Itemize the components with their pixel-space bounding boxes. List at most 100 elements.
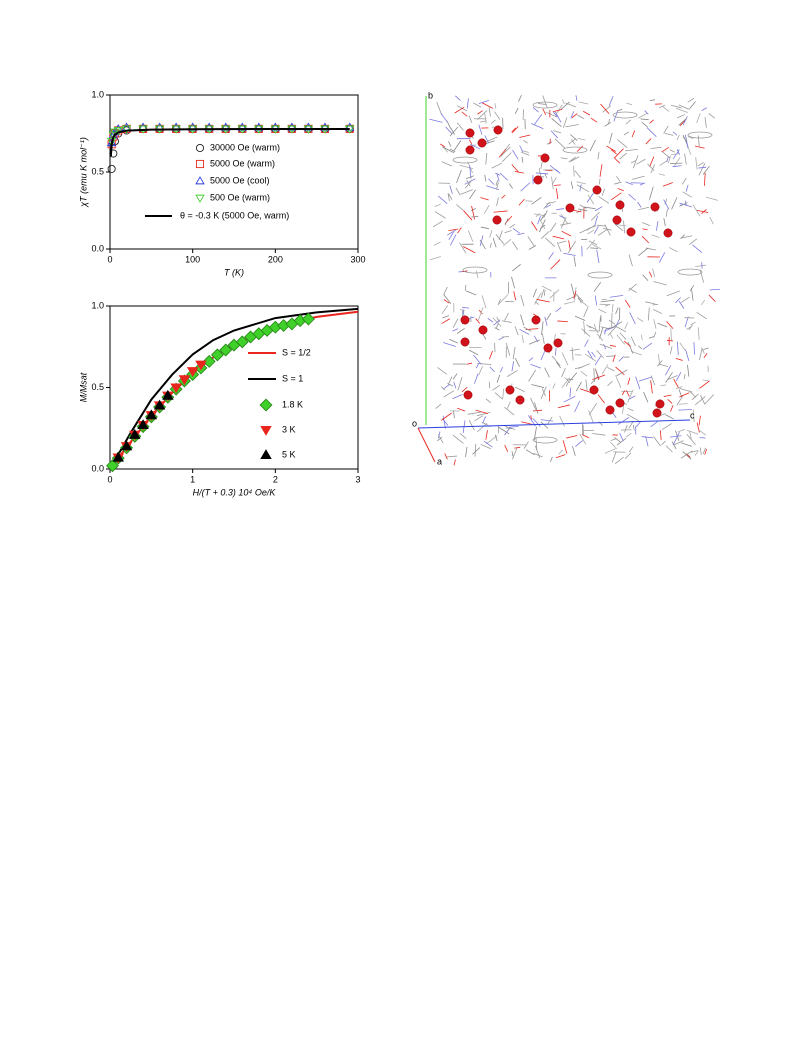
bond [610,192,622,201]
ring [452,156,478,164]
bond [541,231,550,239]
bond [699,437,706,439]
bond [509,223,516,229]
bond [641,121,648,128]
bond [685,349,690,362]
oxygen-atom [615,200,625,210]
bond [696,113,701,124]
bond [481,295,487,309]
bond [617,417,630,425]
bond [630,160,636,164]
bond [694,450,699,456]
bond [442,315,450,319]
bond [615,375,622,388]
marker [178,375,191,386]
bond [679,342,686,351]
bond [498,337,504,341]
bond [675,430,680,441]
bond [546,201,556,205]
bond [699,269,705,283]
bond [591,351,596,358]
bond [668,247,678,253]
bond [442,418,449,426]
bond [528,369,537,382]
bond [669,346,673,355]
bond [687,98,695,103]
bond [563,252,576,256]
bond [560,222,572,226]
bond [441,146,455,154]
bond [592,433,606,436]
bond [576,210,582,214]
bond [619,332,627,340]
bond [568,372,578,382]
bond [631,130,636,138]
legend-label: 30000 Oe (warm) [210,142,280,152]
bond [557,320,568,323]
bond [462,306,470,309]
bond [615,366,625,376]
bond [539,219,546,230]
c-axis [417,419,691,429]
axis-label: o [412,418,417,428]
bond [653,319,657,329]
bond [692,204,701,217]
ring [612,111,638,119]
bond [555,347,557,356]
bond [641,236,650,244]
oxygen-atom [652,408,662,418]
bond [561,377,571,388]
bond [534,445,541,459]
bond [463,210,473,221]
bond [632,155,639,169]
bond [573,291,577,299]
bond [447,382,454,387]
bond [531,384,545,388]
bond [545,237,556,247]
bond [550,130,559,139]
bond [464,178,476,185]
bond [511,446,518,460]
bond [437,367,448,375]
bond [676,149,680,155]
bond [536,298,550,303]
bond [628,420,634,429]
bond [636,421,641,428]
marker [107,164,116,173]
bond [469,139,473,145]
bond [485,435,498,445]
bond [494,434,498,442]
bond [563,395,576,403]
bond [472,102,482,108]
bond [558,449,563,455]
bond [433,241,441,246]
bond [429,256,441,261]
x-axis-label: T (K) [224,267,244,277]
bond [697,327,700,340]
bond [568,240,571,250]
bond [531,221,538,231]
bond [701,299,706,306]
bond [449,185,453,194]
bond [594,206,603,212]
bond [444,453,448,460]
bond [611,451,617,463]
bond [549,222,557,232]
bond [657,360,663,367]
bond [555,104,563,115]
bond [579,204,587,209]
marker [121,125,132,134]
bond [448,231,454,241]
bond [561,101,570,110]
bond [694,396,706,406]
bond [443,299,450,304]
bond [604,224,611,236]
bond [693,342,696,355]
axis-label: a [437,456,442,466]
bond [493,210,508,213]
bond [571,139,576,145]
bond [568,138,577,145]
bond [437,436,443,442]
bond [584,206,596,210]
bond [504,312,509,321]
